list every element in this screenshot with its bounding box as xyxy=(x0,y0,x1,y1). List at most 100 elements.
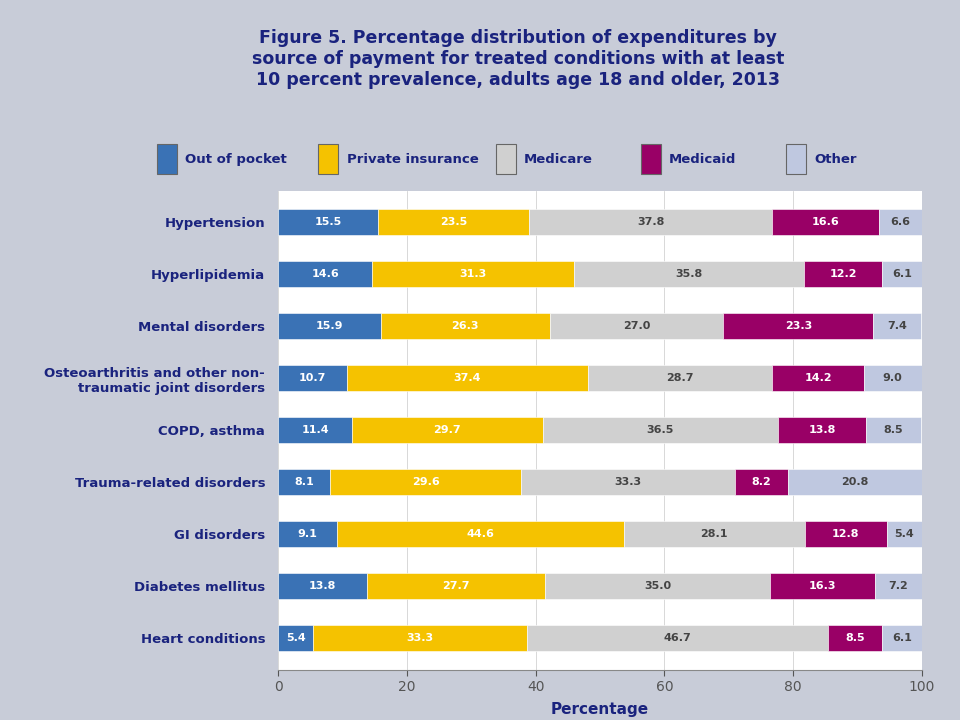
Text: 6.1: 6.1 xyxy=(892,269,912,279)
Text: 10.7: 10.7 xyxy=(300,373,326,383)
Bar xyxy=(574,261,804,287)
Bar xyxy=(545,573,771,599)
Bar xyxy=(278,626,313,652)
Bar xyxy=(372,261,574,287)
Text: 8.5: 8.5 xyxy=(845,634,865,644)
Text: 31.3: 31.3 xyxy=(459,269,487,279)
FancyBboxPatch shape xyxy=(157,145,178,174)
Text: 23.5: 23.5 xyxy=(440,217,468,227)
Bar xyxy=(527,626,828,652)
Bar xyxy=(778,417,866,444)
Bar xyxy=(882,626,922,652)
Bar xyxy=(351,417,542,444)
Bar xyxy=(278,521,337,547)
Bar xyxy=(804,521,887,547)
Bar xyxy=(724,313,874,339)
Text: 46.7: 46.7 xyxy=(663,634,691,644)
Text: 9.0: 9.0 xyxy=(883,373,902,383)
Text: Out of pocket: Out of pocket xyxy=(185,153,287,166)
FancyBboxPatch shape xyxy=(641,145,661,174)
Text: 12.2: 12.2 xyxy=(829,269,857,279)
Text: 15.9: 15.9 xyxy=(316,321,344,331)
Bar xyxy=(624,521,804,547)
Text: 11.4: 11.4 xyxy=(301,426,329,435)
Bar xyxy=(788,469,922,495)
Text: 36.5: 36.5 xyxy=(646,426,674,435)
Bar xyxy=(550,313,724,339)
Bar xyxy=(378,209,529,235)
Bar xyxy=(313,626,527,652)
Text: Medicare: Medicare xyxy=(524,153,593,166)
Bar xyxy=(278,313,381,339)
Text: Medicaid: Medicaid xyxy=(669,153,736,166)
Bar xyxy=(773,209,879,235)
Text: 14.2: 14.2 xyxy=(804,373,832,383)
Text: 12.8: 12.8 xyxy=(832,529,859,539)
FancyBboxPatch shape xyxy=(786,145,806,174)
Text: 16.3: 16.3 xyxy=(809,581,836,591)
Text: 7.4: 7.4 xyxy=(887,321,907,331)
Text: 29.7: 29.7 xyxy=(433,426,461,435)
Bar xyxy=(278,417,351,444)
Bar xyxy=(887,521,922,547)
Text: 33.3: 33.3 xyxy=(614,477,641,487)
Text: 14.6: 14.6 xyxy=(311,269,339,279)
Text: 8.1: 8.1 xyxy=(295,477,314,487)
Bar xyxy=(804,261,882,287)
Text: 26.3: 26.3 xyxy=(451,321,479,331)
Text: 13.8: 13.8 xyxy=(309,581,336,591)
Bar xyxy=(874,313,921,339)
Bar xyxy=(735,469,788,495)
Text: 44.6: 44.6 xyxy=(467,529,494,539)
Text: 8.2: 8.2 xyxy=(752,477,771,487)
Bar xyxy=(521,469,735,495)
Bar xyxy=(773,365,864,391)
Bar xyxy=(771,573,876,599)
Bar xyxy=(381,313,550,339)
Bar xyxy=(278,365,348,391)
Bar xyxy=(330,469,521,495)
Text: 29.6: 29.6 xyxy=(412,477,440,487)
Bar xyxy=(542,417,778,444)
Bar xyxy=(529,209,773,235)
Text: 33.3: 33.3 xyxy=(407,634,434,644)
Text: 5.4: 5.4 xyxy=(286,634,305,644)
Bar xyxy=(828,626,882,652)
Bar xyxy=(866,417,921,444)
Text: 20.8: 20.8 xyxy=(841,477,869,487)
Text: 7.2: 7.2 xyxy=(889,581,908,591)
Text: 15.5: 15.5 xyxy=(315,217,342,227)
Bar xyxy=(882,261,922,287)
Bar xyxy=(588,365,773,391)
Text: 9.1: 9.1 xyxy=(298,529,318,539)
Text: 13.8: 13.8 xyxy=(808,426,835,435)
Text: 28.7: 28.7 xyxy=(666,373,694,383)
Bar xyxy=(278,573,367,599)
Text: 16.6: 16.6 xyxy=(812,217,840,227)
Text: 37.8: 37.8 xyxy=(637,217,664,227)
Text: Figure 5. Percentage distribution of expenditures by
source of payment for treat: Figure 5. Percentage distribution of exp… xyxy=(252,29,784,89)
Text: Private insurance: Private insurance xyxy=(347,153,478,166)
Bar xyxy=(348,365,588,391)
Text: 27.7: 27.7 xyxy=(443,581,470,591)
Text: 28.1: 28.1 xyxy=(701,529,728,539)
Bar xyxy=(278,469,330,495)
Text: Other: Other xyxy=(814,153,856,166)
Text: 35.0: 35.0 xyxy=(644,581,671,591)
Bar xyxy=(876,573,922,599)
Text: 5.4: 5.4 xyxy=(895,529,914,539)
Text: 8.5: 8.5 xyxy=(884,426,903,435)
Text: 23.3: 23.3 xyxy=(785,321,812,331)
Bar xyxy=(367,573,545,599)
Bar xyxy=(864,365,922,391)
Text: 27.0: 27.0 xyxy=(623,321,650,331)
Bar xyxy=(337,521,624,547)
Text: 37.4: 37.4 xyxy=(454,373,481,383)
Text: 6.1: 6.1 xyxy=(892,634,912,644)
Bar xyxy=(278,209,378,235)
X-axis label: Percentage: Percentage xyxy=(551,702,649,717)
Text: 6.6: 6.6 xyxy=(890,217,910,227)
Bar xyxy=(278,261,372,287)
Text: 35.8: 35.8 xyxy=(675,269,703,279)
FancyBboxPatch shape xyxy=(495,145,516,174)
